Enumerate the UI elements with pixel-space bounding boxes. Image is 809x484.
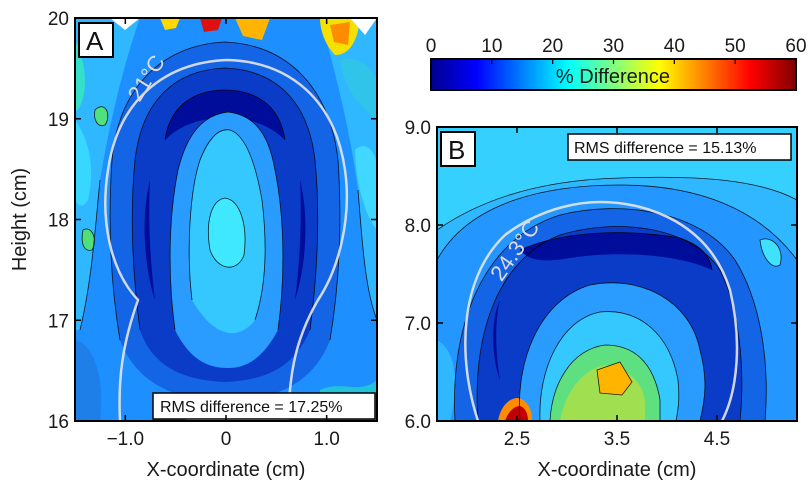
colorbar: % Difference 0 10 20 30 40 50 60 [426,36,807,91]
axes-b: 2.5 3.5 4.5 6.0 7.0 8.0 9.0 X-coordinate (cm) [405,118,797,481]
panel-a-heatmap: 21°C A RMS difference = 17.25% [74,17,378,422]
isotherm-line-b [464,200,739,422]
colorbar-tick-label: 30 [603,36,624,57]
x-tick-label: 2.5 [504,429,530,450]
x-tick-label: 1.0 [313,429,339,450]
isotherm-line-a [104,58,349,422]
x-tick-label: 4.5 [704,429,730,450]
panel-b-heatmap: 24.3°C B RMS difference = 15.13% [436,126,798,422]
panel-letter-box-a [78,22,114,58]
colorbar-tick-label: 60 [785,36,806,57]
colorbar-tick-label: 0 [426,36,437,57]
y-tick-label: 20 [48,9,69,30]
y-tick-label: 17 [48,311,69,332]
rms-box-b [567,133,792,161]
y-tick-label: 16 [48,412,69,433]
colorbar-tick-label: 50 [725,36,746,57]
x-tick-label: 0 [221,429,232,450]
rms-annotation-b: RMS difference = 15.13% [574,140,756,157]
panel-letter-a: A [86,26,104,56]
panel-letter-box-b [440,131,476,167]
y-tick-label: 19 [48,110,69,131]
x-axis-label: X-coordinate (cm) [147,459,306,481]
colorbar-ticks: 0 10 20 30 40 50 60 [426,36,807,64]
axes-a: −1.0 0 1.0 16 17 18 19 20 X-coordinate (cm) Heigh… [9,9,377,481]
x-tick-label: −1.0 [107,429,145,450]
y-tick-label: 9.0 [405,118,431,139]
y-tick-label: 7.0 [405,314,431,335]
colorbar-tick-label: 10 [481,36,502,57]
x-axis-label: X-coordinate (cm) [538,459,697,481]
rms-box-a [152,392,376,420]
x-tick-label: 3.5 [604,429,630,450]
colorbar-tick-label: 20 [542,36,563,57]
colorbar-tick-label: 40 [664,36,685,57]
rms-annotation-a: RMS difference = 17.25% [160,399,342,416]
y-tick-label: 6.0 [405,412,431,433]
y-tick-label: 18 [48,211,69,232]
y-tick-label: 8.0 [405,216,431,237]
colorbar-label: % Difference [556,66,670,88]
y-axis-label: Height (cm) [9,168,31,271]
panel-letter-b: B [448,135,465,165]
